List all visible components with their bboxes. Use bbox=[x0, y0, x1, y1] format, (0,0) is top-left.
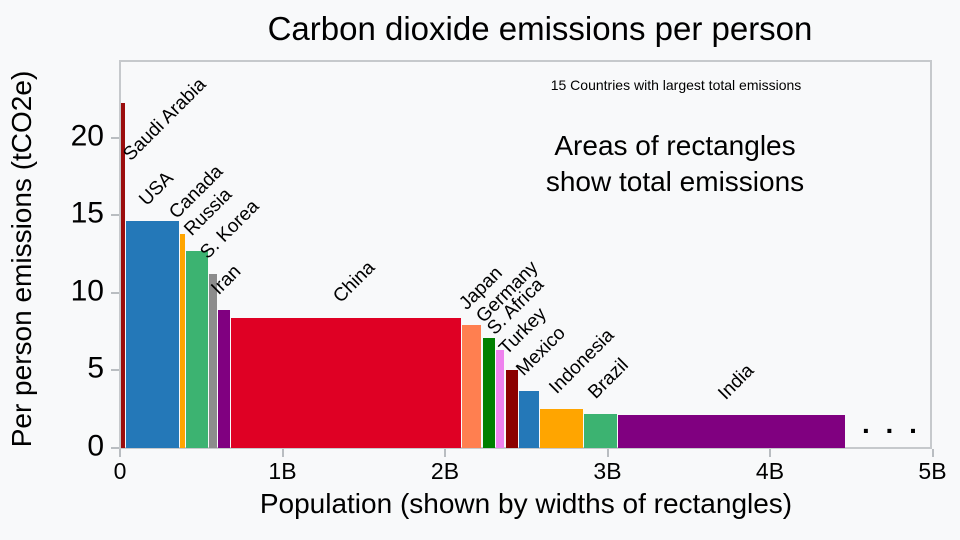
area-note: Areas of rectangles show total emissions bbox=[475, 128, 875, 200]
bar-s-korea bbox=[209, 274, 217, 448]
x-tick-mark-3B bbox=[606, 449, 609, 457]
more-countries-ellipsis: . . . bbox=[862, 408, 921, 439]
bar-iran bbox=[217, 309, 231, 448]
x-tick-label-3B: 3B bbox=[593, 458, 622, 484]
bar-s-africa bbox=[496, 350, 505, 448]
left-spine bbox=[119, 60, 121, 449]
bar-canada bbox=[179, 233, 185, 448]
y-tick-label-20: 20 bbox=[70, 119, 104, 153]
y-tick-mark-5 bbox=[111, 369, 119, 372]
area-note-line2: show total emissions bbox=[545, 166, 805, 197]
y-tick-label-0: 0 bbox=[87, 429, 104, 463]
bar-japan bbox=[462, 325, 482, 448]
chart-title: Carbon dioxide emissions per person bbox=[267, 10, 813, 47]
bar-brazil bbox=[584, 413, 618, 448]
x-tick-mark-0 bbox=[119, 449, 121, 457]
bar-china bbox=[231, 317, 461, 448]
x-tick-label-0: 0 bbox=[113, 458, 127, 484]
y-tick-label-5: 5 bbox=[87, 352, 104, 386]
y-tick-label-10: 10 bbox=[70, 274, 104, 308]
x-tick-label-2B: 2B bbox=[430, 458, 460, 484]
bar-germany bbox=[482, 337, 495, 448]
label-india: India bbox=[714, 360, 759, 405]
bar-india bbox=[618, 415, 845, 448]
bar-mexico bbox=[519, 390, 540, 448]
subtitle-note: 15 Countries with largest total emission… bbox=[550, 77, 802, 93]
top-spine bbox=[119, 60, 932, 62]
x-tick-mark-1B bbox=[281, 449, 284, 457]
bar-saudi-arabia bbox=[120, 103, 125, 448]
label-saudi-arabia: Saudi Arabia bbox=[119, 74, 211, 166]
bar-usa bbox=[126, 221, 179, 448]
bar-indonesia bbox=[540, 409, 583, 448]
y-tick-mark-20 bbox=[111, 136, 119, 139]
y-tick-mark-10 bbox=[111, 291, 119, 294]
x-tick-label-5B: 5B bbox=[918, 458, 947, 484]
label-china: China bbox=[329, 256, 380, 307]
y-axis-label: Per person emissions (tCO2e) bbox=[6, 70, 37, 448]
bottom-spine bbox=[119, 447, 932, 449]
area-note-line1: Areas of rectangles bbox=[554, 130, 796, 161]
bar-turkey bbox=[505, 370, 518, 448]
right-spine bbox=[930, 60, 932, 449]
x-tick-mark-4B bbox=[769, 449, 771, 457]
x-tick-label-4B: 4B bbox=[755, 458, 785, 484]
y-tick-mark-0 bbox=[111, 447, 119, 449]
x-tick-label-1B: 1B bbox=[268, 458, 297, 484]
bar-russia bbox=[185, 250, 209, 448]
x-tick-mark-2B bbox=[444, 449, 446, 457]
y-tick-label-15: 15 bbox=[70, 196, 104, 230]
x-tick-mark-5B bbox=[931, 449, 934, 457]
y-tick-mark-15 bbox=[111, 214, 119, 217]
x-axis-label: Population (shown by widths of rectangle… bbox=[259, 488, 793, 519]
